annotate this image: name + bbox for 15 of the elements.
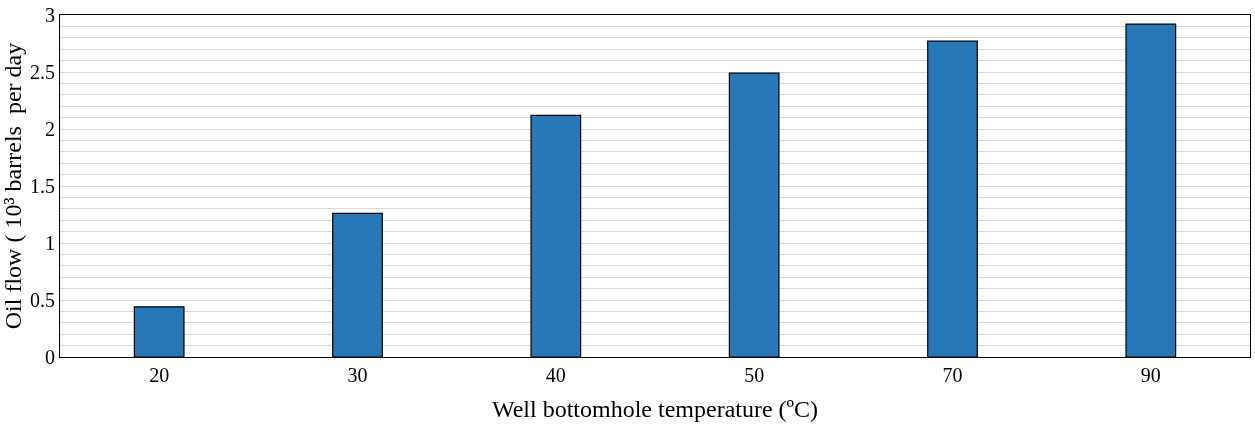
x-tick-label: 90	[1140, 364, 1161, 386]
y-tick-label: 2.5	[30, 61, 55, 83]
y-tick-label: 0	[45, 346, 55, 368]
y-tick-label: 0.5	[30, 289, 55, 311]
x-tick-label: 40	[545, 364, 566, 386]
y-tick-label: 1	[45, 232, 55, 254]
x-tick-label: 50	[744, 364, 765, 386]
y-tick-label: 2	[45, 118, 55, 140]
x-axis-title: Well bottomhole temperature (ºC)	[491, 396, 819, 423]
x-tick-label: 30	[347, 364, 368, 386]
y-tick-label: 3	[45, 4, 55, 26]
y-axis-title: Oil flow ( 10³ barrels per day	[0, 42, 26, 330]
x-tick-label: 20	[149, 364, 170, 386]
x-tick-label: 70	[942, 364, 963, 386]
y-tick-label: 1.5	[30, 175, 55, 197]
